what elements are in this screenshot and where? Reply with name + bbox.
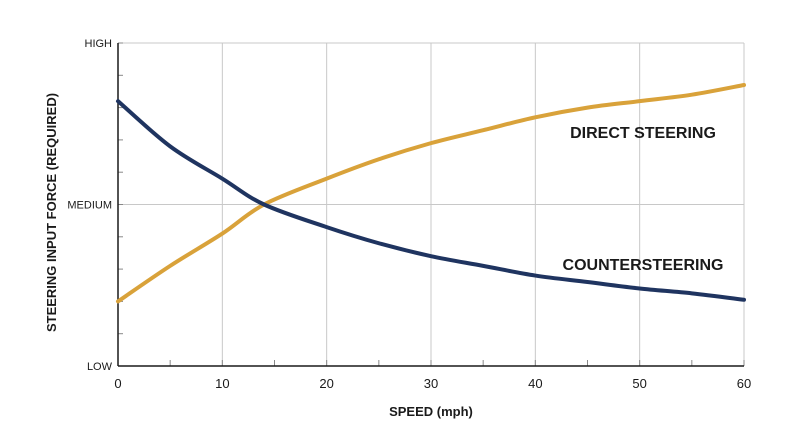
series-line-countersteering xyxy=(116,99,746,302)
series-label-countersteering: COUNTERSTEERING xyxy=(563,257,724,274)
x-tick-labels: 0 10 20 30 40 50 60 xyxy=(114,376,751,391)
x-tick-label: 20 xyxy=(319,376,333,391)
y-tick-label: MEDIUM xyxy=(67,200,112,212)
x-tick-label: 60 xyxy=(737,376,751,391)
y-axis-title: STEERING INPUT FORCE (REQUIRED) xyxy=(44,93,59,332)
y-tick-label: HIGH xyxy=(85,38,113,50)
x-axis-title: SPEED (mph) xyxy=(389,404,473,419)
y-tick-label: LOW xyxy=(87,361,113,373)
series-line-direct-steering xyxy=(116,82,746,304)
x-tick-label: 40 xyxy=(528,376,542,391)
x-tick-label: 50 xyxy=(632,376,646,391)
x-tick-label: 30 xyxy=(424,376,438,391)
x-tick-label: 0 xyxy=(114,376,121,391)
series-label-direct-steering: DIRECT STEERING xyxy=(570,125,716,142)
series-lines xyxy=(116,82,746,304)
minor-ticks xyxy=(117,42,745,367)
grid xyxy=(118,42,745,366)
y-tick-labels: LOW MEDIUM HIGH xyxy=(67,38,112,373)
x-tick-label: 10 xyxy=(215,376,229,391)
